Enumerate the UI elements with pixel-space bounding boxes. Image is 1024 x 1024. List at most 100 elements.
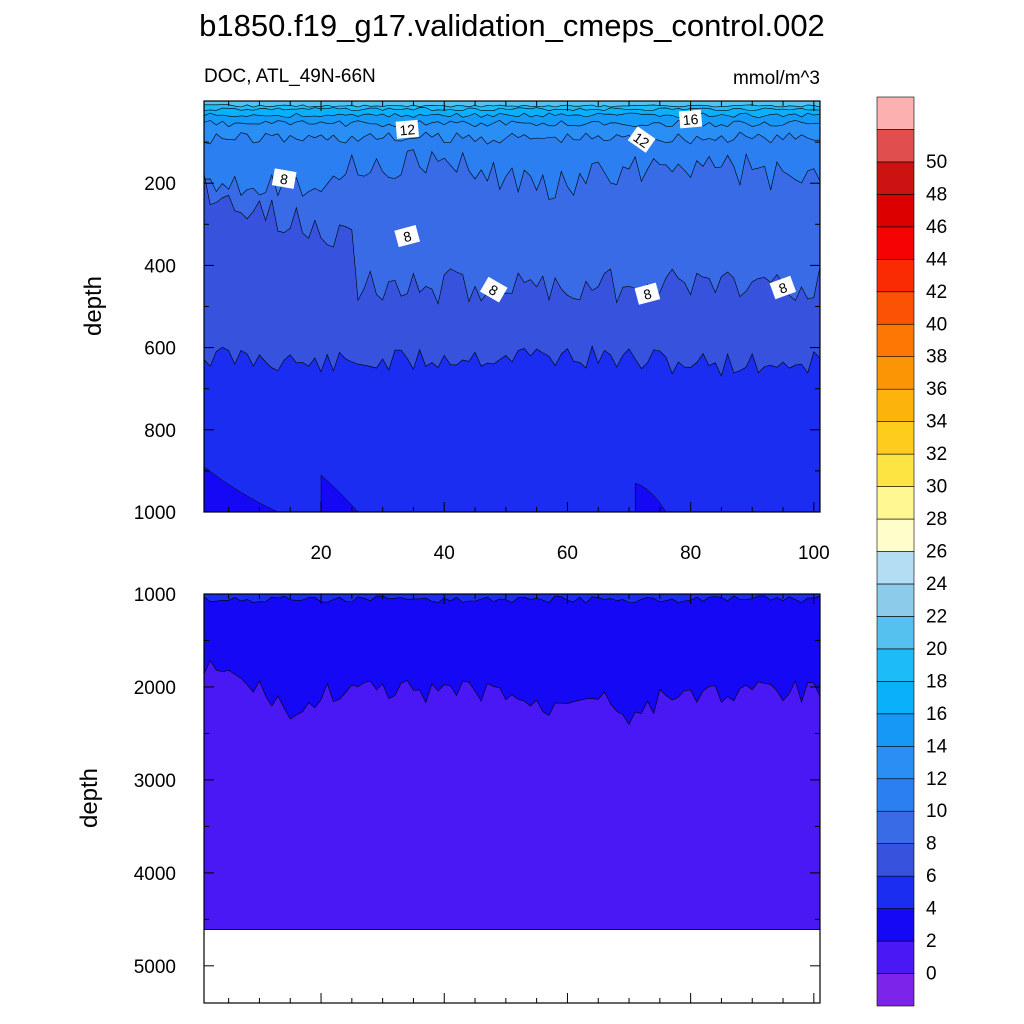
upper-panel: 16 12 12 8 8 8 8 8 200 400 600 800 1000 20 40 60 80 100… [80,100,830,564]
colorbar-swatch [876,323,915,358]
colorbar-label: 4 [926,899,937,920]
colorbar-swatch [876,226,915,260]
lower-panel: 1000 2000 3000 4000 5000 depth [76,585,821,1004]
lower-fill-level-4-6 [204,594,820,604]
contour-label: 8 [394,225,420,248]
contour-label: 12 [627,126,656,153]
colorbar-label: 16 [926,704,947,725]
y-tick-label: 200 [144,174,176,195]
colorbar-label: 34 [926,412,948,433]
colorbar-swatch [876,161,915,195]
colorbar-label: 30 [926,477,947,498]
y-tick-label: 600 [144,339,176,360]
colorbar-label: 40 [926,314,947,335]
upper-contour-line-8 [203,173,821,305]
y-tick-label: 5000 [134,957,176,978]
colorbar-swatch [876,843,915,877]
upper-fill-level-2-4 [203,466,279,513]
colorbar-swatch [876,518,915,552]
colorbar-label: 44 [926,249,948,270]
colorbar-swatch [876,973,915,1007]
x-tick-label: 100 [798,543,830,564]
contour-label: 8 [271,168,297,189]
y-tick-label: 3000 [134,771,176,792]
colorbar-swatch [876,745,915,780]
contour-label-text: 16 [682,111,699,128]
colorbar-swatch [876,681,915,715]
x-tick-label: 80 [680,543,701,564]
colorbar-swatch [876,713,915,747]
contour-label: 8 [634,282,661,305]
colorbar-swatch [876,291,915,325]
colorbar-label: 18 [926,671,947,692]
upper-contour-line-14 [203,120,821,128]
contour-label-text: 12 [399,121,416,138]
contour-label: 8 [479,276,508,303]
colorbar-label: 50 [926,152,947,173]
lower-contour-line-4 [203,595,821,604]
colorbar-label: 24 [926,574,948,595]
lower-fill-level-2-4 [204,594,820,725]
colorbar-swatch [876,194,915,228]
upper-contour-line-6 [203,345,821,377]
colorbar-swatch [876,356,915,390]
colorbar-label: 12 [926,769,947,790]
x-tick-label: 60 [557,543,578,564]
colorbar-label: 28 [926,509,947,530]
colorbar-label: 42 [926,282,947,303]
lower-contour-line-2 [203,659,821,726]
colorbar-label: 6 [926,866,937,887]
x-tick-label: 20 [310,543,331,564]
colorbar-swatch [876,96,915,130]
y-tick-label: 2000 [134,678,176,699]
y-tick-label: 4000 [134,864,176,885]
contour-label-text: 8 [642,285,654,303]
colorbar-label: 22 [926,606,947,627]
colorbar-swatch [876,453,915,487]
colorbar-label: 32 [926,444,947,465]
colorbar-label: 36 [926,379,947,400]
colorbar: 0246810121416182022242628303234363840424… [876,96,948,1007]
colorbar-label: 14 [926,736,948,757]
upper-contour-line-18 [203,107,821,112]
upper-contour-line-10 [203,149,821,200]
colorbar-label: 20 [926,639,947,660]
colorbar-swatch [876,875,915,909]
colorbar-swatch [876,129,915,163]
lower-y-axis-label: depth [76,768,103,828]
colorbar-label: 2 [926,931,937,952]
contour-label: 16 [678,109,703,129]
contour-label: 8 [769,275,797,300]
contour-label-text: 8 [279,171,290,188]
upper-contour-line-12 [203,131,820,145]
colorbar-swatch [876,421,915,455]
colorbar-swatch [876,616,915,650]
colorbar-swatch [876,778,915,812]
colorbar-swatch [876,486,915,520]
upper-y-axis-label: depth [80,276,107,336]
colorbar-label: 8 [926,834,937,855]
colorbar-label: 26 [926,542,947,563]
y-tick-label: 400 [144,256,176,277]
colorbar-swatch [876,908,915,942]
colorbar-swatch [876,259,915,293]
x-tick-label: 40 [434,543,455,564]
colorbar-label: 10 [926,801,947,822]
y-tick-label: 800 [144,421,176,442]
colorbar-swatch [876,551,915,585]
colorbar-label: 46 [926,217,947,238]
y-tick-label: 1000 [134,503,176,524]
colorbar-swatch [876,388,915,422]
colorbar-swatch [876,648,915,682]
upper-contour-line-20 [204,104,821,108]
figure-title: b1850.f19_g17.validation_cmeps_control.0… [199,8,825,43]
colorbar-swatch [876,810,915,844]
lower-panel-frame [203,593,821,1004]
colorbar-swatch [876,583,915,617]
contour-label-text: 8 [401,228,413,246]
colorbar-swatch [876,940,915,974]
variable-label: DOC, ATL_49N-66N [204,66,376,87]
units-label: mmol/m^3 [733,68,820,89]
upper-contour-line-16 [203,112,821,119]
